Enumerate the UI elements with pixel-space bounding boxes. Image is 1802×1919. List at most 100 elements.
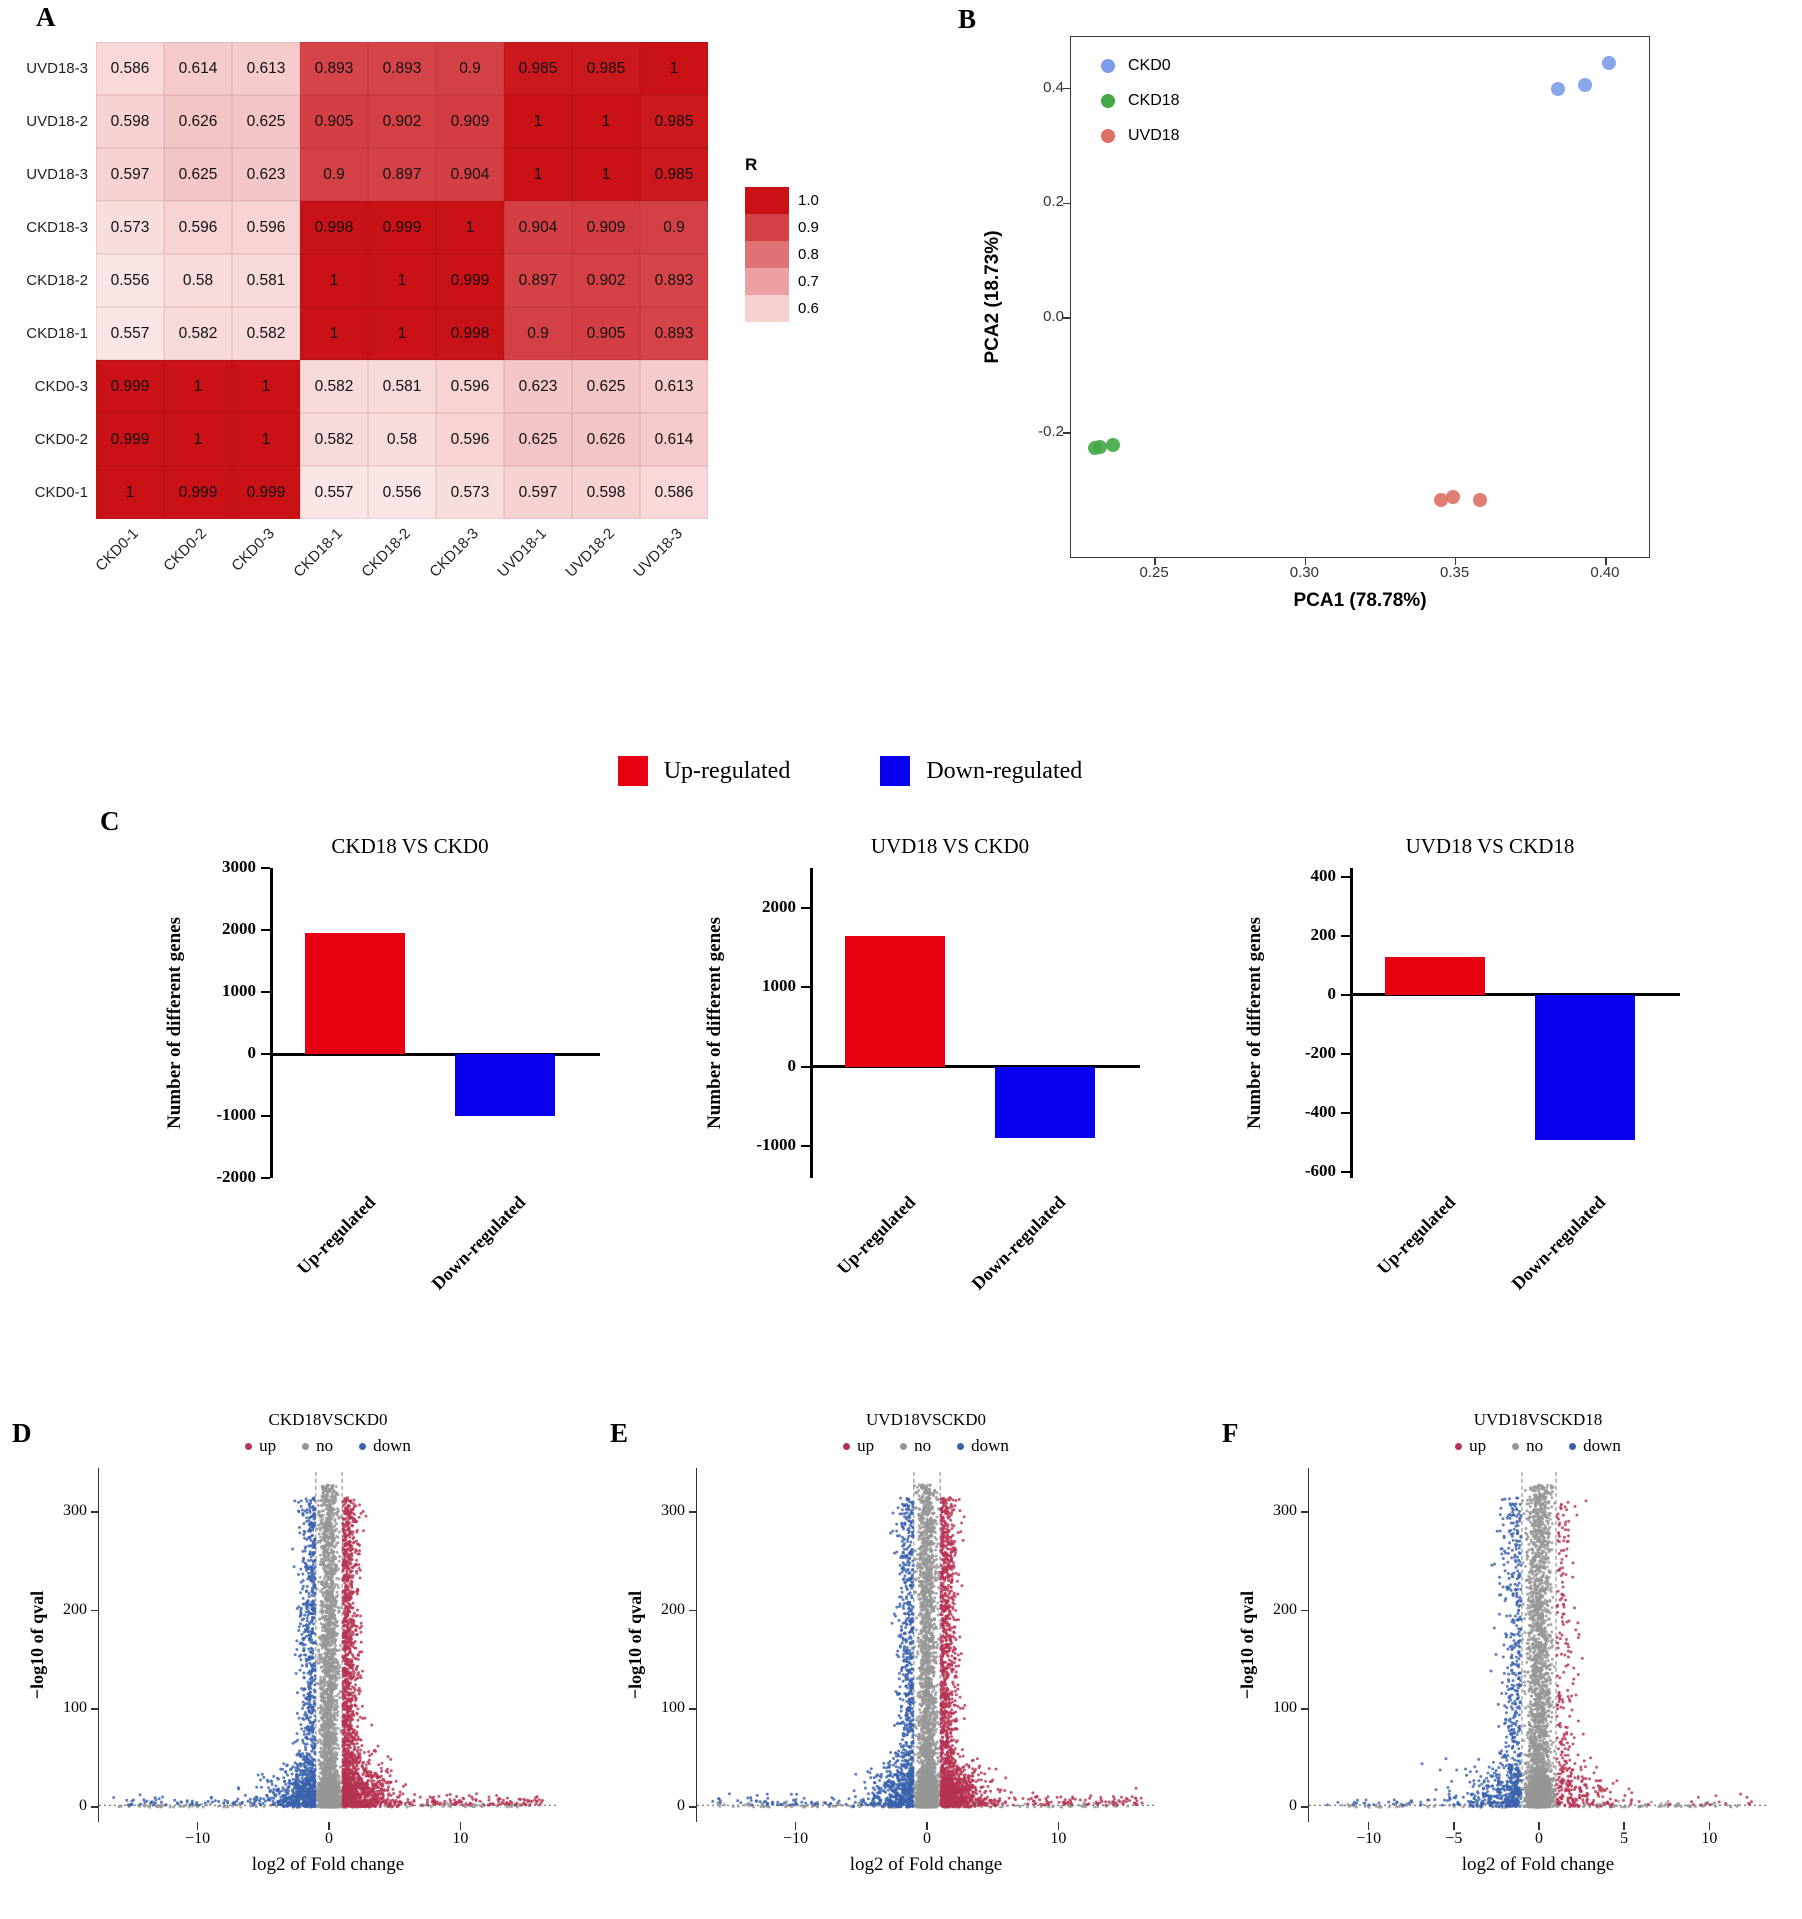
bar-plot-area: 2000 1000 0 -1000 Up-regulated Down-regulated: [756, 868, 1140, 1294]
heatmap-cell: 0.893: [300, 42, 368, 95]
y-tick-mark: [261, 1177, 270, 1179]
zero-baseline: [810, 1065, 1140, 1069]
x-tick-mark: [1304, 557, 1307, 565]
pca-plot-area: CKD0 CKD18 UVD18: [1063, 36, 1650, 565]
volcano-legend: up no down: [98, 1436, 558, 1456]
heatmap-cell: 0.557: [96, 307, 164, 360]
x-tick-mark: [1057, 1822, 1060, 1830]
heatmap-cell: 1: [164, 360, 232, 413]
heatmap-cell: 0.556: [368, 466, 436, 519]
heatmap-legend-swatch: [745, 268, 789, 295]
heatmap-cell: 0.581: [368, 360, 436, 413]
y-tick-mark: [91, 1806, 99, 1809]
y-tick-mark: [91, 1609, 99, 1612]
heatmap-cell: 0.998: [436, 307, 504, 360]
heatmap-cell: 0.613: [640, 360, 708, 413]
legend-label: no: [914, 1436, 932, 1455]
heatmap-cell: 0.625: [572, 360, 640, 413]
heatmap-cell: 0.586: [640, 466, 708, 519]
y-tick-label: -1000: [756, 1135, 796, 1155]
panel-b-letter: B: [958, 4, 977, 34]
y-axis-label: Number of different genes: [1244, 917, 1265, 1129]
y-tick-mark: [1301, 1511, 1309, 1514]
heatmap-col-label: UVD18-1: [494, 525, 551, 581]
y-tick-label: 0.0: [1043, 308, 1064, 326]
pca-y-axis-label: PCA2 (18.73%): [982, 230, 1003, 364]
legend-dot: [302, 1442, 310, 1450]
y-tick-label: 0: [79, 1797, 87, 1815]
y-tick-mark: [261, 991, 270, 993]
legend-label: no: [316, 1436, 334, 1455]
heatmap-cell: 0.598: [572, 466, 640, 519]
heatmap-cell: 0.902: [572, 254, 640, 307]
heatmap-cell: 0.596: [232, 201, 300, 254]
heatmap-cell: 1: [572, 95, 640, 148]
bar-down-regulated: [455, 1054, 555, 1116]
y-tick-mark: [91, 1708, 99, 1710]
y-tick-label: 100: [63, 1698, 87, 1716]
x-tick-label: 10: [1050, 1830, 1067, 1847]
heatmap-legend-value: 0.9: [798, 219, 819, 236]
heatmap-cell: 0.902: [368, 95, 436, 148]
x-tick-mark: [1623, 1822, 1625, 1830]
y-tick-mark: [1063, 432, 1071, 434]
chart-title: UVD18 VS CKD18: [1405, 834, 1575, 858]
y-tick-mark: [1301, 1806, 1309, 1809]
y-tick-label: -600: [1304, 1161, 1336, 1181]
heatmap-cell: 0.625: [164, 148, 232, 201]
heatmap-cell: 0.58: [368, 413, 436, 466]
legend-label: up: [857, 1436, 875, 1455]
heatmap-row-label: CKD0-3: [34, 377, 88, 395]
x-axis-label: log2 of Fold change: [849, 1854, 1003, 1875]
y-tick-mark: [1063, 202, 1071, 205]
y-tick-mark: [261, 1053, 270, 1055]
heatmap-cell: 0.556: [96, 254, 164, 307]
chart-title: UVD18VSCKD0: [866, 1410, 986, 1429]
x-tick-mark: [1454, 557, 1457, 565]
heatmap-cell: 0.904: [504, 201, 572, 254]
heatmap-cell: 0.985: [640, 95, 708, 148]
heatmap-cell: 0.998: [300, 201, 368, 254]
pca-legend: CKD0 CKD18 UVD18: [1101, 57, 1180, 162]
y-tick-mark: [1063, 317, 1071, 319]
x-tick-mark: [794, 1822, 797, 1830]
y-tick-label: 0: [247, 1043, 257, 1062]
legend-dot: [900, 1442, 908, 1450]
heatmap-cell: 1: [232, 413, 300, 466]
panel-d-letter: D: [12, 1418, 32, 1448]
panel-f-letter: F: [1222, 1418, 1239, 1448]
x-category-label: Down-regulated: [1507, 1192, 1610, 1294]
y-tick-mark: [261, 1115, 270, 1117]
heatmap-cell: 0.58: [164, 254, 232, 307]
y-tick-label: 1000: [762, 976, 796, 996]
heatmap-cell: 1: [232, 360, 300, 413]
heatmap-cell: 0.985: [572, 42, 640, 95]
y-tick-mark: [1341, 875, 1350, 878]
x-tick-mark: [926, 1822, 928, 1830]
legend-dot: [359, 1442, 367, 1450]
x-tick-label: 10: [1701, 1830, 1718, 1847]
bar-chart-uvd18-vs-ckd18: UVD18 VS CKD18 Number of different genes…: [1200, 828, 1720, 1408]
heatmap-legend-swatch: [745, 295, 789, 322]
heatmap-legend-title: R: [745, 155, 758, 174]
x-axis-label: log2 of Fold change: [1461, 1854, 1615, 1875]
x-tick-label: 0.40: [1590, 564, 1620, 581]
panel-b-pca: B PCA2 (18.73%) CKD0 CKD18 UVD18 -0.2 0.0 0.…: [950, 0, 1802, 660]
bar-plot-area: 400 200 0 -200 -400 -600 Up-regulated Down-regu…: [1305, 866, 1680, 1294]
legend-dot: [957, 1442, 965, 1450]
x-tick-label: 0: [325, 1830, 333, 1847]
heatmap-cell: 1: [96, 466, 164, 519]
heatmap-cell: 0.999: [164, 466, 232, 519]
y-tick-label: 0: [787, 1055, 797, 1075]
legend-item: CKD18: [1101, 92, 1180, 110]
up-regulated-swatch: [617, 756, 648, 786]
heatmap-legend-value: 1.0: [798, 192, 819, 209]
heatmap-cell: 0.596: [164, 201, 232, 254]
heatmap-cell: 0.985: [640, 148, 708, 201]
bar-up-regulated: [305, 933, 405, 1054]
heatmap-cell: 0.582: [232, 307, 300, 360]
heatmap-cell: 0.596: [436, 360, 504, 413]
heatmap-cell: 1: [504, 95, 572, 148]
heatmap-cell: 0.905: [572, 307, 640, 360]
volcano-plot-area: 0 100 200 300 −10 0 10: [661, 1468, 1157, 1847]
